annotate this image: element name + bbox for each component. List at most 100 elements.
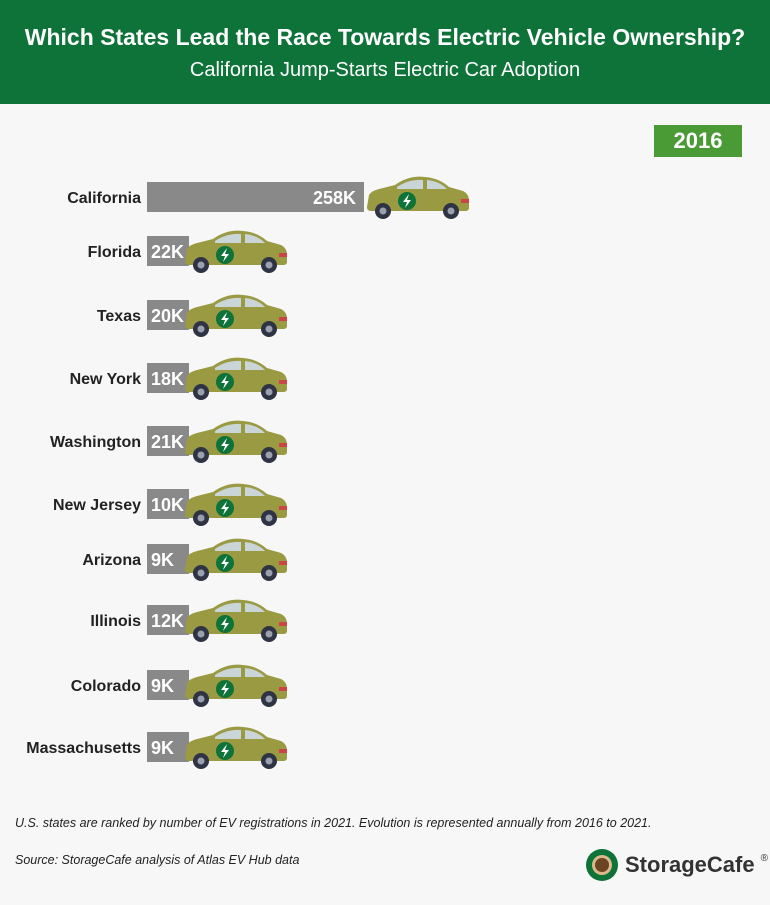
bar bbox=[147, 605, 189, 635]
car-hub bbox=[197, 757, 205, 765]
electric-car-icon bbox=[185, 230, 287, 273]
category-label: Illinois bbox=[90, 613, 141, 630]
car-hub bbox=[265, 630, 273, 638]
bar-row: Colorado 9K bbox=[71, 664, 287, 707]
car-light bbox=[279, 253, 287, 257]
data-label: 9K bbox=[151, 676, 174, 696]
car-hub bbox=[197, 388, 205, 396]
lightning-bolt-icon bbox=[221, 682, 229, 696]
car-hub bbox=[265, 695, 273, 703]
car-hub bbox=[197, 514, 205, 522]
bar-row: Arizona 9K bbox=[82, 538, 287, 581]
header: Which States Lead the Race Towards Elect… bbox=[0, 0, 770, 104]
brand-logo: StorageCafe ® bbox=[585, 847, 768, 883]
category-label: Colorado bbox=[71, 678, 141, 695]
data-label: 9K bbox=[151, 738, 174, 758]
car-light bbox=[461, 199, 469, 203]
car-hub bbox=[265, 757, 273, 765]
car-window bbox=[245, 234, 265, 243]
lightning-bolt-icon bbox=[221, 375, 229, 389]
car-window bbox=[215, 423, 241, 433]
lightning-bolt-icon bbox=[221, 501, 229, 515]
data-label: 21K bbox=[151, 432, 184, 452]
bar bbox=[147, 363, 189, 393]
data-label: 22K bbox=[151, 242, 184, 262]
lightning-bolt-icon bbox=[221, 438, 229, 452]
bar bbox=[147, 236, 189, 266]
car-window bbox=[245, 603, 265, 612]
car-hub bbox=[265, 261, 273, 269]
car-hub bbox=[265, 325, 273, 333]
category-label: Washington bbox=[50, 434, 141, 451]
electric-car-icon bbox=[185, 726, 287, 769]
data-label: 10K bbox=[151, 495, 184, 515]
bar-row: New York 18K bbox=[70, 357, 287, 400]
car-window bbox=[397, 179, 423, 189]
category-label: Florida bbox=[88, 244, 141, 261]
car-window bbox=[215, 297, 241, 307]
data-label: 20K bbox=[151, 306, 184, 326]
car-body bbox=[185, 420, 287, 455]
electric-car-icon bbox=[185, 538, 287, 581]
bar-row: New Jersey 10K bbox=[53, 483, 287, 526]
electric-car-icon bbox=[185, 294, 287, 337]
bar bbox=[147, 489, 189, 519]
car-hub bbox=[265, 514, 273, 522]
car-body bbox=[185, 599, 287, 634]
lightning-bolt-icon bbox=[403, 194, 411, 208]
electric-car-icon bbox=[185, 357, 287, 400]
car-hub bbox=[197, 569, 205, 577]
data-label: 9K bbox=[151, 550, 174, 570]
car-hub bbox=[197, 630, 205, 638]
bar-row: Washington 21K bbox=[50, 420, 287, 463]
bar bbox=[147, 732, 189, 762]
car-light bbox=[279, 506, 287, 510]
source-note: Source: StorageCafe analysis of Atlas EV… bbox=[15, 853, 300, 867]
lightning-bolt-icon bbox=[221, 744, 229, 758]
car-window bbox=[215, 729, 241, 739]
car-hub bbox=[197, 451, 205, 459]
car-window bbox=[215, 486, 241, 496]
car-window bbox=[215, 233, 241, 243]
car-body bbox=[185, 726, 287, 761]
car-window bbox=[245, 668, 265, 677]
bar-row: Massachusetts 9K bbox=[26, 726, 287, 769]
bar-chart: California 258K Florida 22K Texas 20K New York… bbox=[26, 176, 469, 769]
car-light bbox=[279, 687, 287, 691]
car-hub bbox=[265, 569, 273, 577]
bar-row: Florida 22K bbox=[88, 230, 287, 273]
car-window bbox=[215, 602, 241, 612]
car-hub bbox=[265, 451, 273, 459]
car-light bbox=[279, 317, 287, 321]
car-window bbox=[245, 424, 265, 433]
category-label: New York bbox=[70, 371, 142, 388]
car-window bbox=[245, 730, 265, 739]
car-hub bbox=[197, 325, 205, 333]
bar bbox=[147, 300, 189, 330]
year-badge: 2016 bbox=[654, 125, 742, 157]
car-body bbox=[185, 483, 287, 518]
data-label: 12K bbox=[151, 611, 184, 631]
electric-car-icon bbox=[185, 420, 287, 463]
car-body bbox=[185, 664, 287, 699]
car-body bbox=[185, 294, 287, 329]
chart-title: Which States Lead the Race Towards Elect… bbox=[24, 24, 746, 50]
bar bbox=[147, 182, 364, 212]
car-hub bbox=[265, 388, 273, 396]
car-light bbox=[279, 443, 287, 447]
bar-row: Illinois 12K bbox=[90, 599, 287, 642]
car-window bbox=[427, 180, 447, 189]
car-body bbox=[185, 538, 287, 573]
electric-car-icon bbox=[185, 483, 287, 526]
registered-mark: ® bbox=[760, 853, 768, 864]
car-body bbox=[185, 230, 287, 265]
bar bbox=[147, 544, 189, 574]
car-light bbox=[279, 380, 287, 384]
category-label: Texas bbox=[97, 308, 141, 325]
car-window bbox=[245, 361, 265, 370]
car-hub bbox=[197, 261, 205, 269]
bar bbox=[147, 426, 189, 456]
car-window bbox=[245, 542, 265, 551]
car-hub bbox=[447, 207, 455, 215]
car-hub bbox=[197, 695, 205, 703]
